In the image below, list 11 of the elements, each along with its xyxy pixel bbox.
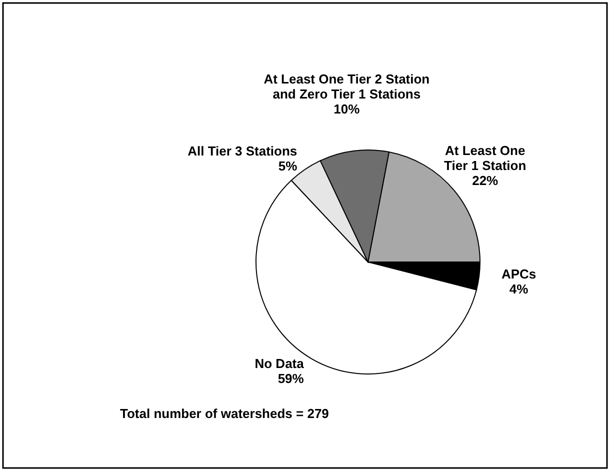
slice-label: At Least One Tier 1 Station — [444, 143, 526, 174]
data-label: 4% — [509, 282, 529, 297]
slice-label: At Least One Tier 2 Station and Zero Tier 1 Stations — [264, 71, 430, 102]
slice-label: APCs — [501, 266, 536, 282]
data-label: 10% — [334, 101, 360, 116]
data-label: 59% — [278, 370, 304, 386]
data-label: 22% — [472, 173, 499, 188]
slice-label: No Data — [254, 356, 305, 371]
data-label: 5% — [278, 158, 298, 174]
text: Total number of watersheds = 279 — [120, 406, 329, 421]
slice-label: All Tier 3 Stations — [188, 143, 298, 158]
